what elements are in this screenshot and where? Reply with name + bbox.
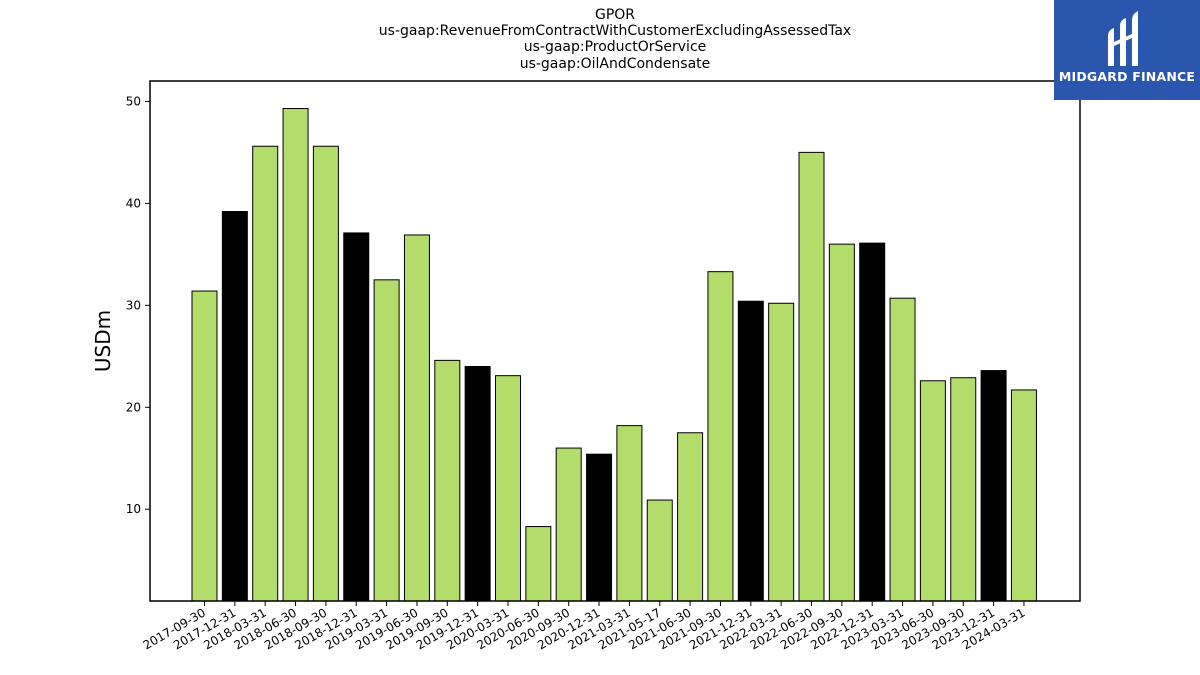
bar	[707, 271, 734, 602]
bar	[282, 108, 309, 602]
midgard-logo-mark-icon	[1108, 11, 1138, 66]
bar	[950, 377, 977, 602]
y-tick-label: 40	[126, 196, 141, 210]
bar	[616, 425, 643, 602]
logo-text: MIDGARD FINANCE	[1058, 69, 1196, 84]
bar	[889, 297, 916, 602]
bar	[191, 290, 218, 602]
bar	[343, 232, 370, 602]
bar	[737, 300, 764, 602]
bar	[798, 151, 825, 602]
bar	[252, 145, 279, 602]
plot-frame	[149, 80, 1081, 602]
chart-title-line-3: us-gaap:ProductOrService	[523, 39, 707, 55]
y-tick-label: 50	[126, 94, 141, 108]
bar	[525, 526, 552, 602]
y-axis-label: USDm	[91, 310, 115, 372]
chart-title-line-2: us-gaap:RevenueFromContractWithCustomerE…	[378, 23, 852, 39]
bar	[555, 447, 582, 602]
bar	[919, 380, 946, 602]
y-tick-label: 30	[126, 298, 141, 312]
bar	[768, 302, 795, 602]
bar	[646, 499, 673, 602]
bar	[828, 243, 855, 602]
bar	[495, 375, 521, 602]
bar	[312, 145, 339, 602]
bar	[1010, 389, 1037, 602]
chart-title-line-4: us-gaap:OilAndCondensate	[519, 56, 711, 72]
bar	[403, 234, 430, 602]
midgard-finance-logo: MIDGARD FINANCE	[1054, 0, 1200, 100]
bar	[434, 359, 461, 602]
bar	[373, 279, 400, 602]
bar	[464, 365, 491, 602]
bar	[586, 453, 613, 602]
bar	[980, 370, 1007, 602]
chart-title-line-1: GPOR	[594, 7, 636, 23]
y-tick-label: 10	[126, 502, 141, 516]
bar	[859, 242, 886, 602]
bar	[221, 211, 248, 602]
bar	[677, 432, 704, 602]
y-tick-label: 20	[126, 400, 141, 414]
